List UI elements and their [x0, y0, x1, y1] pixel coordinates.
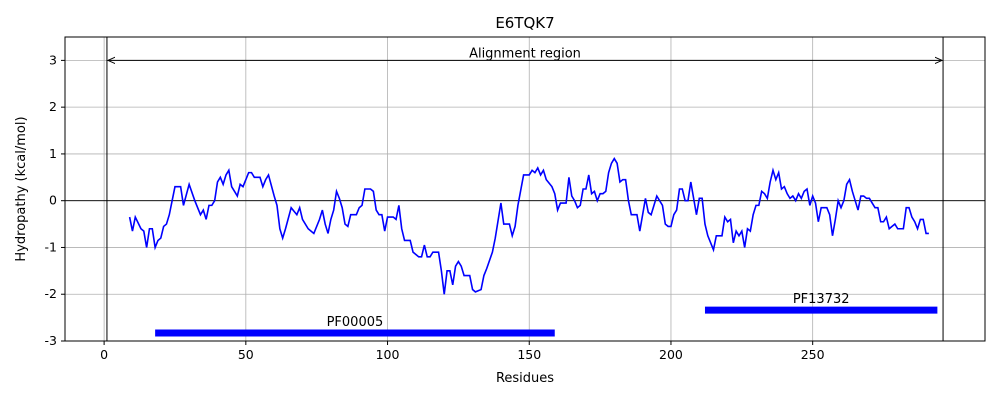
x-tick-label: 50 [238, 347, 254, 362]
y-tick-label: -2 [45, 286, 57, 301]
domain-label: PF00005 [327, 315, 384, 330]
region-label: Alignment region [469, 46, 581, 61]
y-tick-label: -1 [45, 239, 57, 254]
y-tick-label: -3 [45, 333, 57, 348]
data-line [128, 157, 929, 295]
y-tick-label: 1 [49, 146, 57, 161]
plot-frame [64, 36, 986, 342]
y-tick-label: 2 [49, 99, 57, 114]
x-tick-label: 150 [517, 347, 541, 362]
x-tick-label: 250 [801, 347, 825, 362]
x-tick-label: 0 [100, 347, 108, 362]
y-tick-label: 3 [49, 52, 57, 67]
domain-label: PF13732 [793, 292, 850, 307]
x-axis-label: Residues [496, 371, 554, 386]
x-tick-label: 100 [376, 347, 400, 362]
y-axis-label: Hydropathy (kcal/mol) [14, 116, 29, 261]
y-tick-label: 0 [49, 193, 57, 208]
x-tick-label: 200 [659, 347, 683, 362]
chart-title: E6TQK7 [495, 14, 554, 32]
